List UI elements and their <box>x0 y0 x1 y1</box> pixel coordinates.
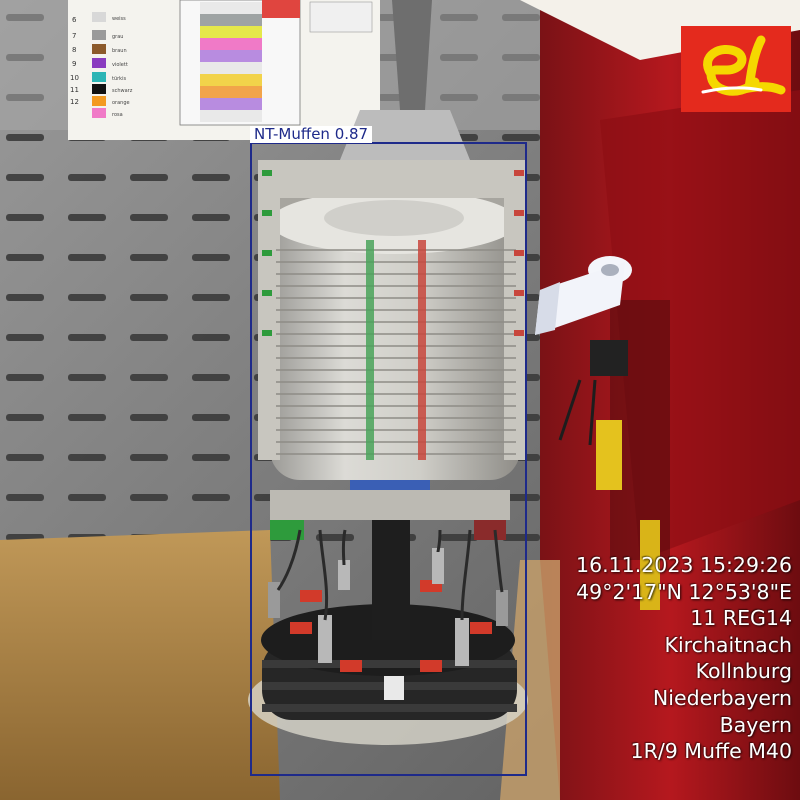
geo-timestamp-overlay: 16.11.2023 15:29:26 49°2'17"N 12°53'8"E … <box>576 552 792 765</box>
timestamp-text: 16.11.2023 15:29:26 <box>576 553 792 577</box>
chart-number-9: 9 <box>72 60 76 68</box>
el-logo <box>681 26 791 112</box>
state-text: Bayern <box>719 712 792 737</box>
locality-text: Kirchaitnach <box>664 632 793 657</box>
svg-text:rosa: rosa <box>112 112 123 118</box>
svg-text:weiss: weiss <box>112 16 126 22</box>
svg-text:türkis: türkis <box>112 76 126 82</box>
el-logo-icon <box>701 35 786 96</box>
svg-text:violett: violett <box>112 62 128 68</box>
svg-text:orange: orange <box>112 100 130 106</box>
svg-text:grau: grau <box>112 34 123 40</box>
chart-number-12: 12 <box>70 98 79 106</box>
detection-bounding-box <box>250 142 527 776</box>
paper-towel-roll <box>535 256 632 335</box>
pliers <box>558 340 660 610</box>
splice-tray-stack <box>258 160 526 480</box>
region-code-text: 11 REG14 <box>690 606 792 631</box>
detection-label: NT-Muffen 0.87 <box>250 126 373 143</box>
color-chart-numbers: 6 7 8 9 10 11 12 <box>70 16 79 106</box>
svg-text:schwarz: schwarz <box>112 88 133 94</box>
closure-base <box>248 520 528 745</box>
chart-number-6: 6 <box>72 16 77 24</box>
chart-number-11: 11 <box>70 86 79 94</box>
closure-id-text: 1R/9 Muffe M40 <box>630 739 792 764</box>
district-text: Niederbayern <box>652 685 792 710</box>
municipality-text: Kollnburg <box>695 659 792 684</box>
chart-number-10: 10 <box>70 74 79 82</box>
chart-number-8: 8 <box>72 46 76 54</box>
svg-text:braun: braun <box>112 48 127 54</box>
chart-number-7: 7 <box>72 32 76 40</box>
color-chart-names: weiss grau braun violett türkis schwarz … <box>112 16 133 118</box>
gps-coordinates-text: 49°2'17"N 12°53'8"E <box>576 579 792 604</box>
color-chart-swatches <box>92 12 106 118</box>
